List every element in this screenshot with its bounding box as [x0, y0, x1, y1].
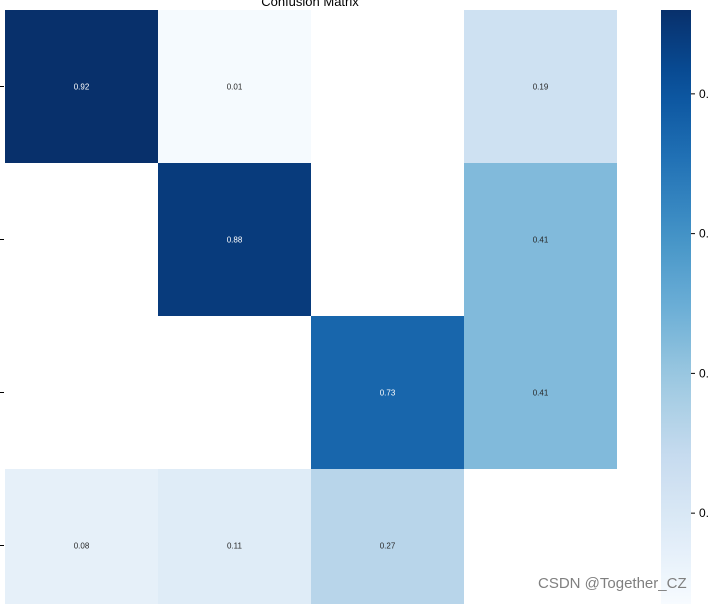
- heatmap-cell-r0-c0: [5, 10, 158, 163]
- heatmap-cell-r3-c0: [5, 469, 158, 604]
- chart-title: Confusion Matrix: [261, 0, 359, 9]
- cell-label-r3-c1: 0.11: [227, 542, 243, 551]
- cell-label-r2-c3: 0.41: [533, 389, 549, 398]
- heatmap-cell-r1-c0: [5, 163, 158, 316]
- heatmap-cell-r3-c2: [311, 469, 464, 604]
- heatmap-cell-r2-c0: [5, 316, 158, 469]
- heatmap-cell-r2-c3: [464, 316, 617, 469]
- colorbar-tick-label-0: 0.: [699, 506, 709, 520]
- heatmap-cell-r2-c1: [158, 316, 311, 469]
- cell-label-r0-c3: 0.19: [533, 83, 549, 92]
- colorbar-tick-label-1: 0.: [699, 366, 709, 380]
- heatmap-cell-r3-c1: [158, 469, 311, 604]
- cell-label-r1-c1: 0.88: [227, 236, 243, 245]
- heatmap-cell-r3-c3: [464, 469, 617, 604]
- heatmap-cell-r0-c3: [464, 10, 617, 163]
- colorbar-tick-label-2: 0.: [699, 227, 709, 241]
- heatmap-cell-r0-c1: [158, 10, 311, 163]
- colorbar-gradient: [661, 10, 691, 604]
- cell-label-r3-c2: 0.27: [380, 542, 396, 551]
- heatmap-cell-r2-c2: [311, 316, 464, 469]
- watermark: CSDN @Together_CZ: [538, 575, 687, 592]
- cell-label-r0-c1: 0.01: [227, 83, 243, 92]
- heatmap-cell-r1-c3: [464, 163, 617, 316]
- heatmap-cell-r1-c2: [311, 163, 464, 316]
- cell-label-r1-c3: 0.41: [533, 236, 549, 245]
- cell-label-r0-c0: 0.92: [74, 83, 90, 92]
- heatmap-cell-r0-c2: [311, 10, 464, 163]
- cell-label-r3-c0: 0.08: [74, 542, 90, 551]
- heatmap-cell-r1-c1: [158, 163, 311, 316]
- colorbar-tick-label-3: 0.: [699, 87, 709, 101]
- cell-label-r2-c2: 0.73: [380, 389, 396, 398]
